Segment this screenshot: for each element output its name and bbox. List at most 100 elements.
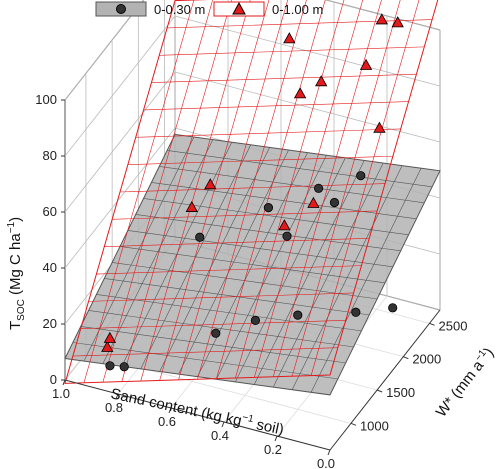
box-edge-front [329, 309, 441, 451]
plane-mesh-line [119, 246, 386, 284]
axis-box-front [64, 309, 441, 451]
gridline-z-left [64, 127, 176, 269]
data-point-fullprofile [359, 58, 373, 70]
x-axis-label: Sand content (kg kg−1 soil) [109, 384, 285, 438]
plane-mesh-line [151, 73, 417, 83]
tick-label-y: 2000 [412, 352, 441, 367]
legend-item-fullprofile: 0-1.00 m [213, 1, 323, 17]
gridline-z-back [174, 15, 441, 87]
plane-surface [64, 0, 439, 384]
legend-marker-circle [116, 4, 126, 14]
legend-label-fullprofile: 0-1.00 m [272, 2, 323, 17]
plane-mesh-line [253, 0, 364, 378]
plane-mesh-line [167, 150, 433, 188]
data-point-fullprofile [375, 13, 389, 25]
data-point-topsoil [329, 197, 340, 208]
tick-label-x: 1.0 [52, 386, 70, 401]
tick-label-z: 0 [50, 372, 57, 387]
tick-mark-y [376, 389, 383, 393]
plane-mesh-line [127, 155, 393, 165]
data-point-topsoil [356, 171, 366, 181]
data-point-topsoil [211, 328, 221, 338]
tick-label-x: 0.4 [211, 428, 229, 443]
data-point-topsoil [105, 361, 115, 371]
tick-mark-y [429, 322, 435, 326]
plane-mesh-line [167, 19, 433, 29]
plane-mesh-line [159, 46, 425, 56]
data-point-fullprofile [283, 32, 296, 44]
data-point-topsoil [293, 310, 303, 320]
plane-mesh-line [291, 0, 401, 377]
plane-mesh-line [291, 165, 403, 390]
plane-mesh-line [216, 0, 326, 379]
data-point-topsoil [388, 303, 398, 313]
tick-label-y: 2500 [439, 318, 468, 333]
tick-mark-x [327, 449, 331, 456]
tick-label-x: 0.8 [105, 400, 123, 415]
tick-label-z: 20 [43, 316, 57, 331]
plane-mesh-line [235, 157, 346, 383]
tick-label-z: 100 [35, 92, 57, 107]
data-point-fullprofile [278, 219, 291, 231]
tick-label-x: 0.6 [158, 414, 176, 429]
box-edge-front [64, 379, 331, 451]
tick-label-z: 60 [43, 204, 57, 219]
gridline-z-left [64, 0, 145, 101]
data-point-fullprofile [101, 340, 114, 352]
y-axis-label: W* (mm a−1) [432, 344, 497, 421]
plane-mesh-line [135, 128, 401, 138]
tick-label-y: 1000 [360, 418, 389, 433]
fitted-planes [64, 0, 441, 396]
tick-mark-x [221, 421, 225, 428]
plane-mesh-line [272, 0, 382, 377]
tick-label-z: 40 [43, 260, 57, 275]
data-point-fullprofile [204, 178, 217, 190]
data-point-fullprofile [391, 16, 404, 28]
legend-label-topsoil: 0-0.30 m [154, 2, 205, 17]
gridline-z-back [174, 71, 441, 143]
data-point-topsoil [119, 362, 129, 372]
tick-mark-y [403, 356, 409, 360]
plane-mesh-line [254, 160, 365, 385]
tick-mark-y [350, 422, 357, 426]
plane-mesh-line [119, 183, 386, 193]
plane-mesh-line [272, 162, 384, 388]
tick-mark-x [62, 379, 66, 386]
plane-mesh-line [143, 101, 409, 111]
legend: 0-0.30 m 0-1.00 m [95, 1, 323, 17]
data-point-topsoil [195, 232, 205, 242]
data-point-fullprofile [373, 121, 386, 133]
plane-mesh-line [310, 0, 420, 376]
data-point-fullprofile [103, 331, 117, 343]
z-axis-label: TSOC (Mg C ha−1) [6, 217, 27, 330]
plane-mesh-line [135, 214, 401, 252]
tick-label-y: 1500 [386, 385, 415, 400]
data-point-topsoil [263, 203, 274, 213]
tick-label-x: 0.0 [317, 456, 335, 469]
data-point-topsoil [351, 307, 361, 317]
data-point-fullprofile [185, 200, 198, 212]
tick-mark-x [168, 407, 172, 414]
data-point-topsoil [282, 231, 292, 241]
data-points [101, 13, 404, 372]
plane-mesh-line [310, 168, 422, 393]
plane-mesh-line [151, 182, 417, 220]
gridline-z-back [324, 0, 441, 31]
gridline-z-left [64, 71, 176, 213]
tick-mark-x [115, 393, 119, 400]
data-point-fullprofile [307, 196, 320, 208]
legend-marker-triangle [232, 1, 246, 15]
data-point-fullprofile [315, 75, 328, 87]
plane-mesh-line [235, 0, 345, 379]
plane-mesh-line [127, 230, 393, 268]
data-point-fullprofile [293, 87, 307, 99]
data-point-topsoil [313, 183, 324, 193]
tick-label-z: 80 [43, 148, 57, 163]
fitted-plane-fullprofile [64, 0, 439, 384]
data-point-topsoil [250, 315, 261, 325]
plane-mesh-line [159, 166, 425, 204]
axis-ticks: 0 20 40 60 80 100 1.0 0.8 0.6 0.4 0.2 0.0 1000 1500 20… [35, 92, 467, 469]
tick-label-x: 0.2 [264, 442, 282, 457]
gridline-z-left [64, 15, 176, 157]
